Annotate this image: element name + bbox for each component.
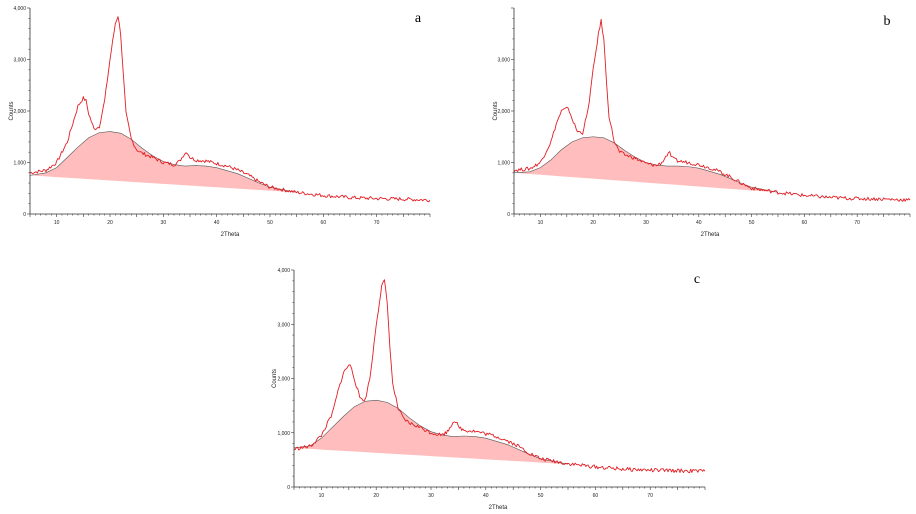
x-tick-label: 30 — [428, 493, 434, 499]
y-tick-label: 3,000 — [277, 322, 290, 328]
y-tick-label: 1,000 — [13, 161, 26, 167]
x-tick-label: 40 — [696, 220, 702, 226]
y-tick-label: 1,000 — [497, 161, 510, 167]
chart-panel-a: 10 20 30 40 50 60 70 0 1,000 2,000 3,000 4,000 2Thet… — [9, 6, 431, 238]
y-tick-label: 3,000 — [497, 58, 510, 64]
x-tick-label: 50 — [749, 220, 755, 226]
x-tick-label: 20 — [107, 220, 113, 226]
x-tick-label: 50 — [538, 493, 544, 499]
y-tick-label: 4,000 — [13, 6, 26, 12]
panel-label: c — [694, 272, 700, 287]
y-tick-label: 0 — [23, 212, 26, 218]
x-tick-label: 60 — [593, 493, 599, 499]
x-tick-label: 70 — [647, 493, 653, 499]
amorphous-fit-line — [29, 131, 297, 193]
panel-label: a — [415, 11, 422, 26]
x-tick-label: 20 — [590, 220, 596, 226]
panel-label: b — [884, 14, 891, 29]
y-tick-label: 4,000 — [277, 268, 290, 274]
x-tick-label: 30 — [643, 220, 649, 226]
chart-panel-b: 10 20 30 40 50 60 70 0 1,000 2,000 3,000 2Theta Coun… — [493, 7, 911, 238]
y-tick-label: 1,000 — [277, 431, 290, 437]
y-axis-label: Counts — [272, 369, 278, 388]
x-tick-label: 60 — [321, 220, 327, 226]
x-tick-label: 10 — [538, 220, 544, 226]
y-tick-label: 2,000 — [277, 377, 290, 383]
amorphous-halo-area — [294, 400, 568, 465]
x-tick-label: 40 — [214, 220, 220, 226]
x-tick-label: 70 — [854, 220, 860, 226]
amorphous-halo-area — [514, 136, 778, 193]
x-axis-label: 2Theta — [489, 505, 508, 511]
x-tick-label: 60 — [802, 220, 808, 226]
x-tick-label: 20 — [373, 493, 379, 499]
y-tick-label: 3,000 — [13, 58, 26, 64]
x-tick-label: 50 — [267, 220, 273, 226]
y-tick-label: 0 — [287, 485, 290, 491]
x-axis-label: 2Theta — [701, 232, 720, 238]
y-tick-label: 2,000 — [497, 109, 510, 115]
xrd-pattern-line — [29, 16, 431, 203]
amorphous-fit-line — [513, 136, 779, 193]
amorphous-fit-line — [293, 399, 569, 465]
x-tick-label: 10 — [54, 220, 60, 226]
xrd-pattern-line — [293, 279, 706, 474]
x-tick-label: 40 — [483, 493, 489, 499]
y-tick-label: 0 — [507, 212, 510, 218]
chart-panel-c: 10 20 30 40 50 60 70 0 1,000 2,000 3,000 4,000 2Thet… — [272, 268, 706, 511]
x-tick-label: 10 — [319, 493, 325, 499]
y-axis-label: Counts — [9, 101, 15, 120]
amorphous-halo-area — [30, 131, 297, 193]
x-tick-label: 70 — [374, 220, 380, 226]
y-axis-label: Counts — [493, 101, 499, 120]
y-tick-label: 2,000 — [13, 109, 26, 115]
xrd-pattern-line — [513, 18, 911, 202]
x-tick-label: 30 — [161, 220, 167, 226]
x-axis-label: 2Theta — [221, 232, 240, 238]
